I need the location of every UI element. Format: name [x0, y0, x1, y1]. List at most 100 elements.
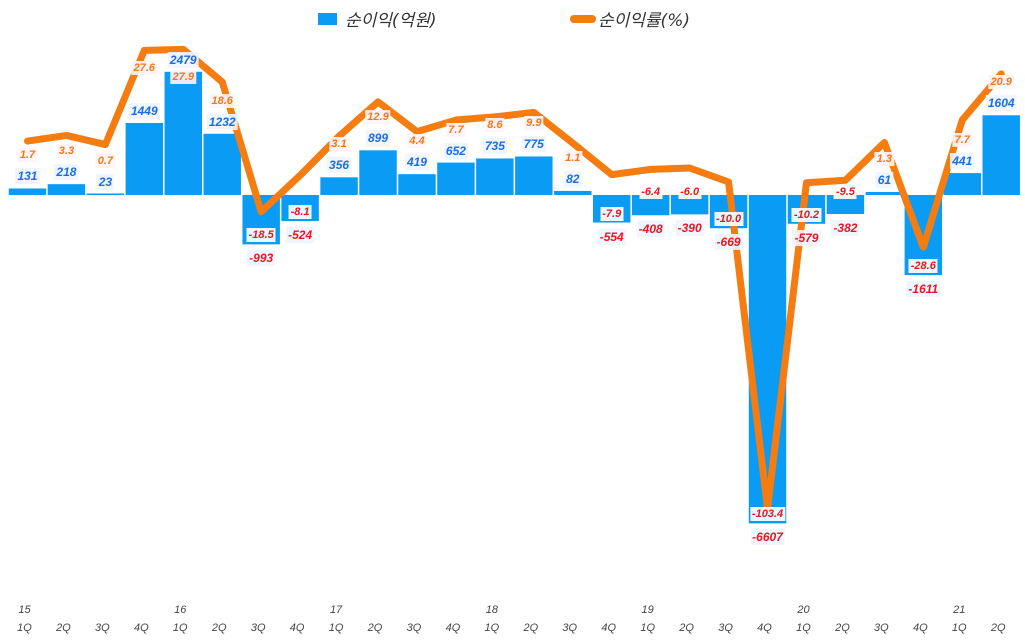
margin-value-label: 4.4 [407, 134, 427, 149]
bar [554, 190, 592, 195]
x-axis-quarter-label: 4Q [133, 622, 149, 634]
x-axis-quarter-label: 2Q [523, 622, 539, 634]
line-swatch-icon [570, 14, 596, 23]
x-axis-quarter-label: 3Q [562, 622, 578, 634]
bar [476, 158, 514, 195]
margin-value-label: 3.3 [56, 144, 77, 159]
bar [8, 188, 47, 195]
margin-value-label: 0.7 [95, 153, 116, 168]
bar-value-label: 899 [366, 130, 391, 147]
bar [359, 150, 397, 195]
margin-value-label: 1.7 [17, 148, 38, 163]
margin-value-label: -10.0 [714, 212, 744, 227]
margin-value-label: -6.4 [639, 185, 663, 199]
bar-value-label: -390 [675, 220, 704, 237]
x-axis-quarter-label: 2Q [56, 622, 71, 634]
bar [398, 174, 436, 195]
margin-value-label: 3.1 [329, 137, 349, 152]
bar-value-label: -408 [636, 221, 665, 238]
bar [203, 133, 241, 195]
bar [320, 177, 358, 195]
x-axis-year-label: 15 [18, 604, 31, 616]
bar [164, 71, 202, 195]
x-axis-quarter-label: 3Q [95, 622, 110, 634]
bar [47, 184, 86, 195]
bar [125, 122, 164, 195]
bar [437, 162, 475, 195]
bar-swatch-icon [318, 12, 337, 25]
x-axis-quarter-label: 2Q [990, 622, 1006, 634]
x-axis-quarter-label: 1Q [796, 622, 811, 634]
bar-value-label: 82 [564, 170, 582, 187]
bar-value-label: 652 [443, 142, 468, 159]
legend-label-net-margin: 순이익률(%) [598, 11, 690, 31]
bar [982, 115, 1020, 195]
bar-value-label: 441 [950, 153, 975, 170]
bar-value-label: 1232 [206, 113, 238, 130]
bar [631, 195, 670, 216]
x-axis-quarter-label: 4Q [912, 622, 928, 634]
margin-value-label: 1.3 [874, 151, 895, 166]
margin-value-label: -6.0 [678, 185, 702, 199]
bar-value-label: 1604 [985, 95, 1017, 112]
x-axis-quarter-label: 2Q [835, 622, 850, 634]
bar-value-label: -579 [792, 229, 821, 246]
margin-value-label: -103.4 [749, 507, 786, 522]
bar-value-label: 419 [404, 154, 429, 171]
x-axis-quarter-label: 1Q [328, 622, 344, 634]
x-axis-quarter-label: 4Q [445, 622, 461, 634]
bar [943, 173, 981, 195]
bar-value-label: -382 [831, 219, 860, 236]
x-axis-quarter-label: 3Q [718, 622, 733, 634]
x-axis-quarter-label: 2Q [211, 622, 227, 634]
margin-value-label: 27.6 [131, 61, 158, 75]
bar [865, 191, 904, 195]
x-axis-year-label: 18 [485, 604, 498, 616]
bar-value-label: 23 [96, 173, 115, 190]
margin-value-label: -7.9 [600, 206, 624, 221]
margin-value-label: 8.6 [485, 118, 505, 133]
x-axis-quarter-label: 4Q [289, 622, 305, 634]
bar-value-label: -554 [597, 228, 626, 245]
x-axis-year-label: 19 [641, 604, 654, 616]
x-axis-quarter-label: 3Q [250, 622, 266, 634]
x-axis-year-label: 20 [797, 604, 810, 616]
x-axis-quarter-label: 1Q [17, 622, 32, 634]
bar-value-label: 735 [482, 138, 507, 155]
margin-value-label: 7.7 [446, 122, 466, 137]
bar-value-label: -993 [247, 250, 276, 267]
legend-item-net-income: 순이익(억원) [318, 6, 436, 31]
x-axis-quarter-label: 2Q [367, 622, 383, 634]
bar-value-label: 61 [875, 171, 894, 188]
x-axis-quarter-label: 4Q [601, 622, 617, 634]
bar-value-label: 218 [54, 164, 79, 181]
margin-value-label: 1.1 [563, 150, 583, 165]
bar [86, 193, 125, 195]
bar-value-label: -669 [714, 234, 743, 251]
margin-value-label: 18.6 [209, 93, 235, 108]
bar [670, 195, 709, 215]
margin-value-label: -8.1 [288, 205, 312, 220]
margin-value-label: -18.5 [246, 228, 276, 243]
legend-label-net-income: 순이익(억원) [345, 11, 437, 31]
margin-value-label: -28.6 [908, 259, 938, 274]
x-axis-year-label: 16 [174, 604, 187, 616]
x-axis-year-label: 21 [953, 604, 966, 616]
x-axis-quarter-label: 1Q [951, 622, 967, 634]
bar [826, 195, 865, 214]
legend-item-net-margin: 순이익률(%) [570, 6, 690, 31]
bar-value-label: -524 [286, 227, 315, 244]
bar-value-label: 356 [327, 157, 352, 174]
bar [515, 156, 553, 195]
x-axis-quarter-label: 2Q [679, 622, 694, 634]
margin-value-label: 12.9 [365, 110, 391, 125]
bar-value-label: -6607 [750, 529, 785, 546]
bar-value-label: 1449 [128, 102, 160, 119]
bar-value-label: -1611 [906, 281, 941, 298]
x-axis-quarter-label: 3Q [406, 622, 422, 634]
margin-value-label: 7.7 [952, 133, 972, 148]
x-axis-quarter-label: 3Q [874, 622, 889, 634]
margin-value-label: 27.9 [170, 69, 196, 84]
